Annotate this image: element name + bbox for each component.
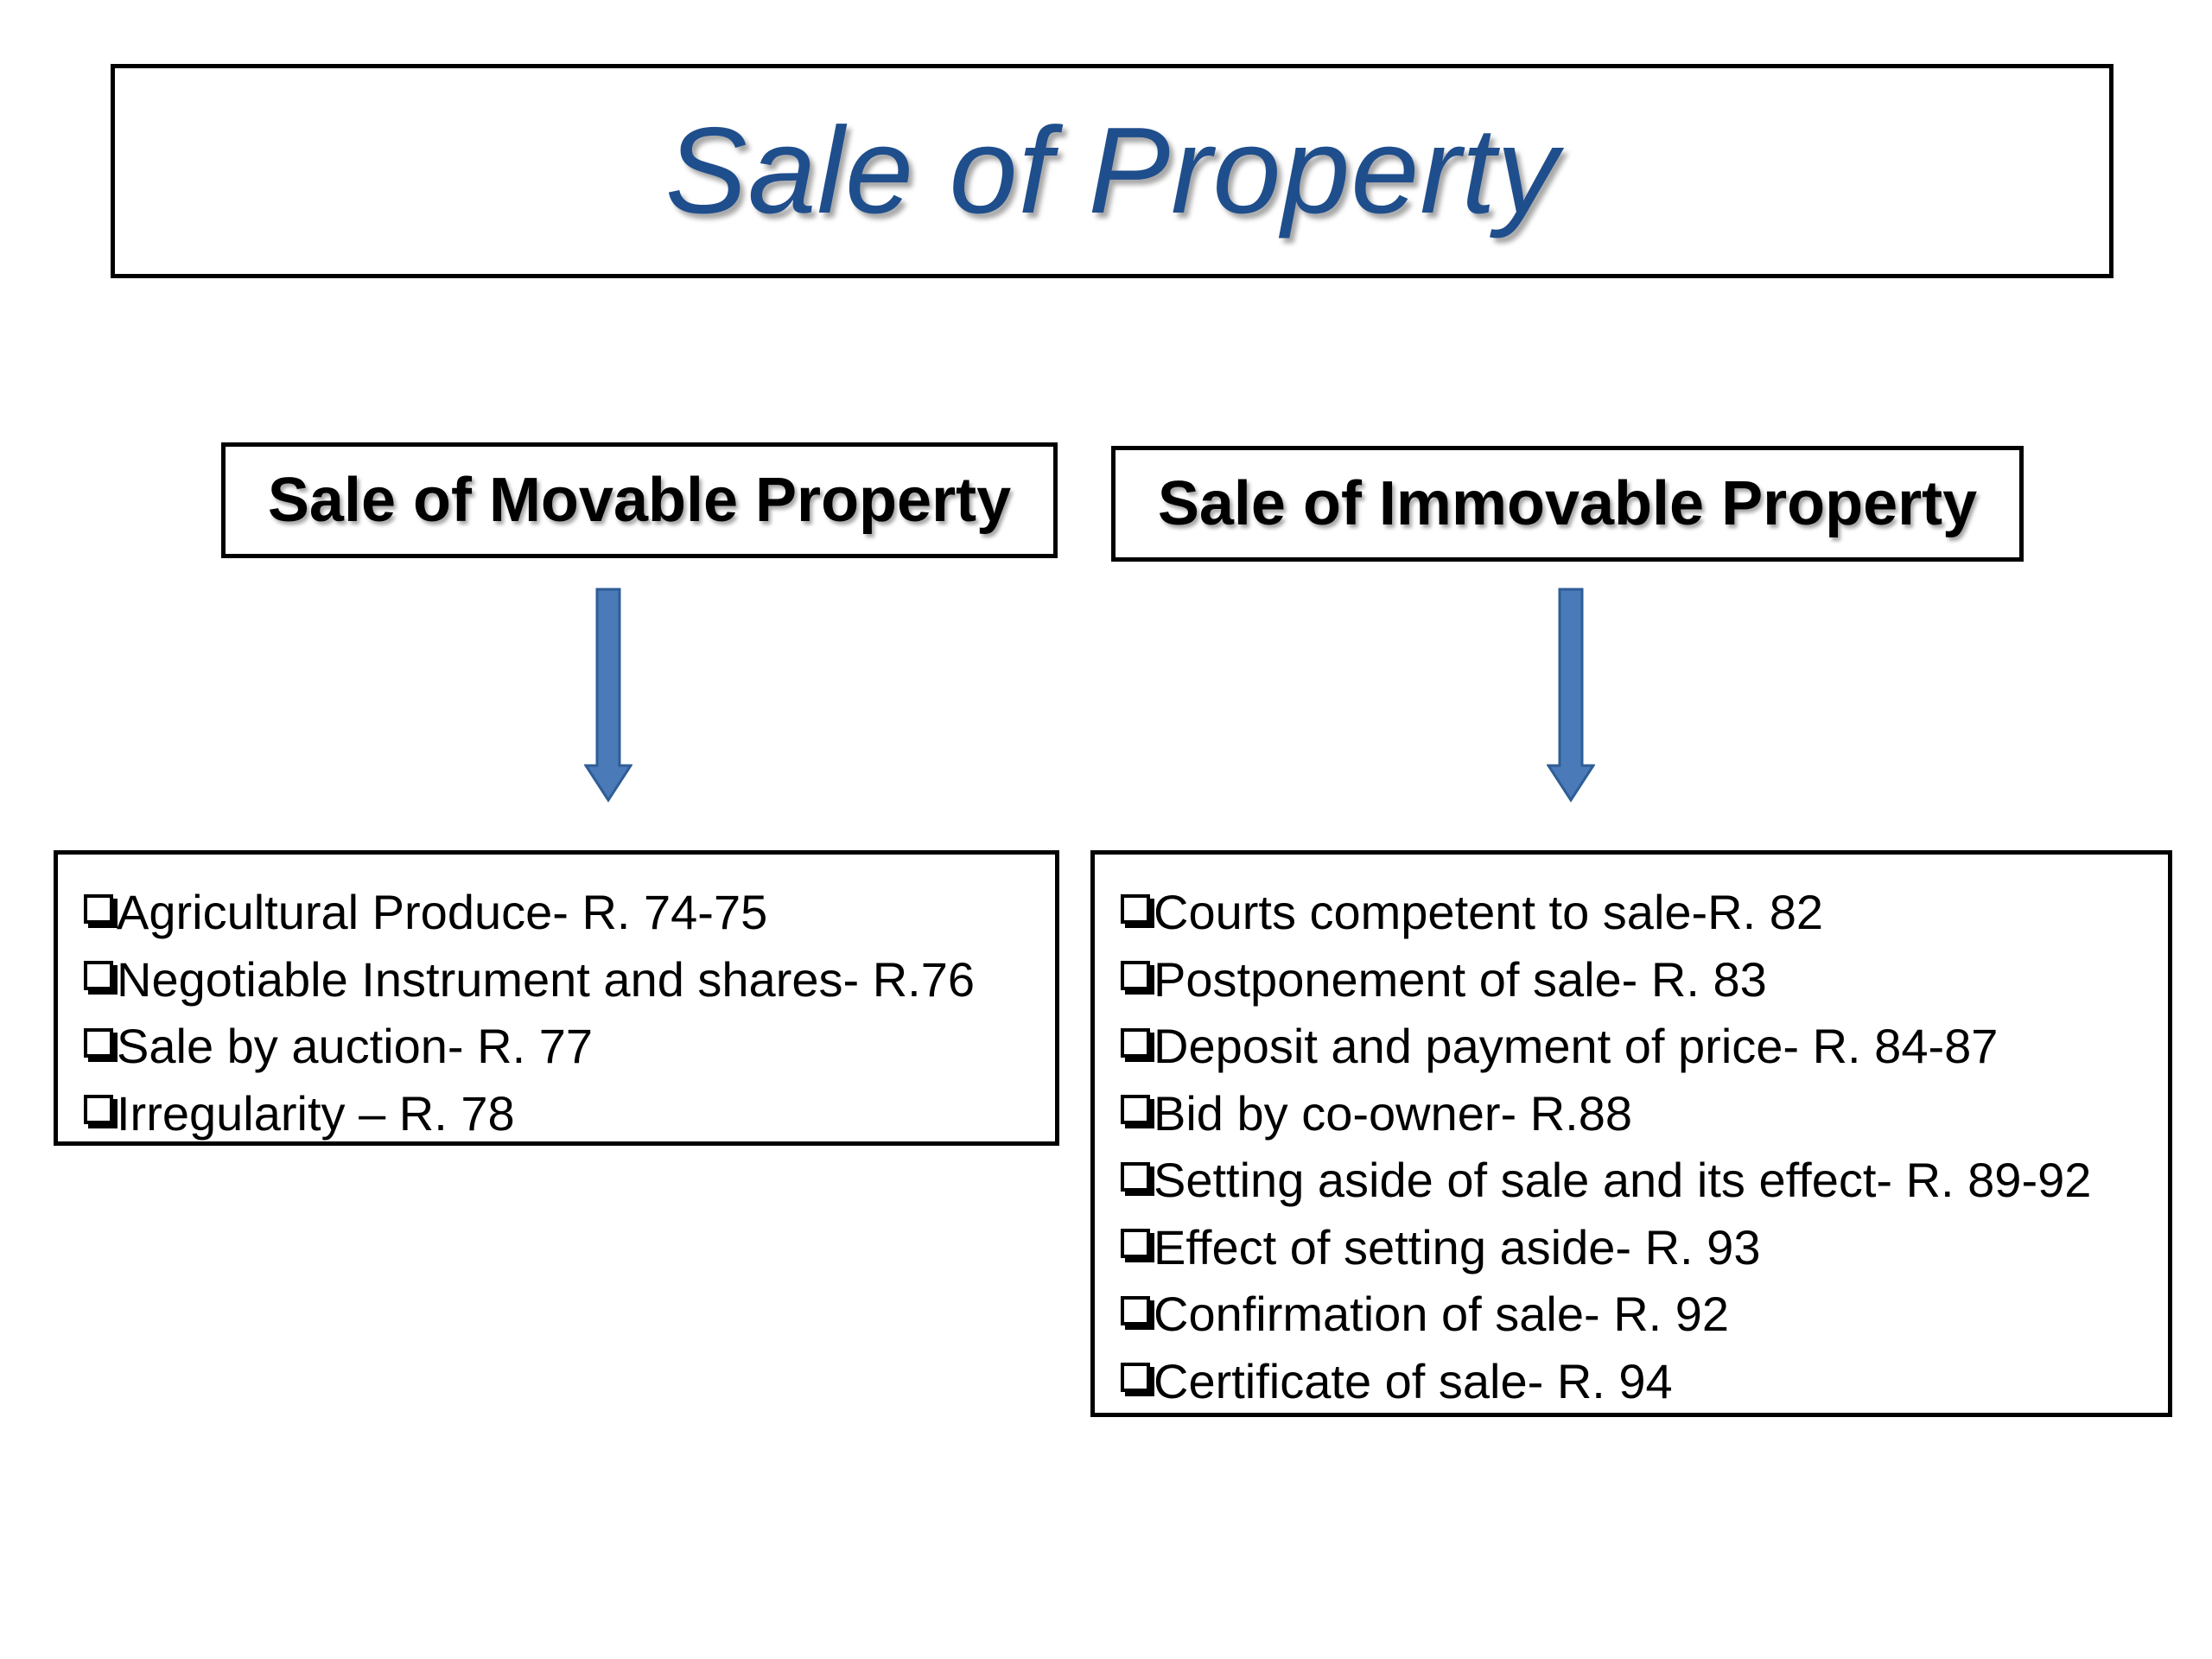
page-title: Sale of Property <box>664 102 1560 239</box>
movable-property-list: Agricultural Produce- R. 74-75 Negotiabl… <box>58 855 1055 1147</box>
checkbox-bullet-icon <box>1121 1095 1150 1125</box>
checkbox-bullet-icon <box>1121 1363 1150 1393</box>
checkbox-bullet-icon <box>1121 961 1150 991</box>
immovable-property-header: Sale of Immovable Property <box>1111 446 2024 562</box>
list-item-text: Certificate of sale- R. 94 <box>1154 1353 1673 1408</box>
down-arrow-icon <box>1547 588 1595 803</box>
list-item: Courts competent to sale-R. 82 <box>1121 879 2168 946</box>
checkbox-bullet-icon <box>1121 893 1150 924</box>
checkbox-bullet-icon <box>84 1095 113 1125</box>
list-item: Irregularity – R. 78 <box>84 1080 1055 1147</box>
list-item-text: Effect of setting aside- R. 93 <box>1154 1219 1761 1274</box>
list-item: Certificate of sale- R. 94 <box>1121 1348 2168 1415</box>
immovable-property-list: Courts competent to sale-R. 82 Postponem… <box>1095 855 2168 1414</box>
immovable-property-list-box: Courts competent to sale-R. 82 Postponem… <box>1090 850 2172 1417</box>
list-item: Deposit and payment of price- R. 84-87 <box>1121 1013 2168 1080</box>
list-item-text: Setting aside of sale and its effect- R.… <box>1154 1153 2092 1208</box>
checkbox-bullet-icon <box>1121 1161 1150 1192</box>
list-item: Negotiable Instrument and shares- R.76 <box>84 946 1055 1014</box>
list-item-text: Agricultural Produce- R. 74-75 <box>117 885 768 940</box>
list-item-text: Bid by co-owner- R.88 <box>1154 1085 1633 1141</box>
list-item-text: Courts competent to sale-R. 82 <box>1154 885 1824 940</box>
movable-property-list-box: Agricultural Produce- R. 74-75 Negotiabl… <box>54 850 1059 1146</box>
title-box: Sale of Property <box>111 64 2113 278</box>
list-item-text: Deposit and payment of price- R. 84-87 <box>1154 1019 1999 1074</box>
list-item-text: Confirmation of sale- R. 92 <box>1154 1287 1730 1342</box>
movable-property-header: Sale of Movable Property <box>221 442 1058 558</box>
list-item: Confirmation of sale- R. 92 <box>1121 1281 2168 1348</box>
movable-property-heading: Sale of Movable Property <box>267 466 1012 535</box>
list-item-text: Negotiable Instrument and shares- R.76 <box>117 951 975 1007</box>
down-arrow-icon <box>584 588 632 803</box>
list-item-text: Postponement of sale- R. 83 <box>1154 951 1767 1007</box>
list-item-text: Irregularity – R. 78 <box>117 1085 515 1141</box>
checkbox-bullet-icon <box>84 1027 113 1058</box>
checkbox-bullet-icon <box>84 893 113 924</box>
checkbox-bullet-icon <box>1121 1295 1150 1325</box>
checkbox-bullet-icon <box>84 961 113 991</box>
checkbox-bullet-icon <box>1121 1027 1150 1058</box>
list-item: Sale by auction- R. 77 <box>84 1013 1055 1080</box>
checkbox-bullet-icon <box>1121 1229 1150 1259</box>
list-item: Agricultural Produce- R. 74-75 <box>84 879 1055 946</box>
list-item-text: Sale by auction- R. 77 <box>117 1019 593 1074</box>
list-item: Setting aside of sale and its effect- R.… <box>1121 1147 2168 1214</box>
immovable-property-heading: Sale of Immovable Property <box>1157 469 1978 538</box>
list-item: Bid by co-owner- R.88 <box>1121 1080 2168 1147</box>
list-item: Postponement of sale- R. 83 <box>1121 946 2168 1014</box>
list-item: Effect of setting aside- R. 93 <box>1121 1214 2168 1281</box>
